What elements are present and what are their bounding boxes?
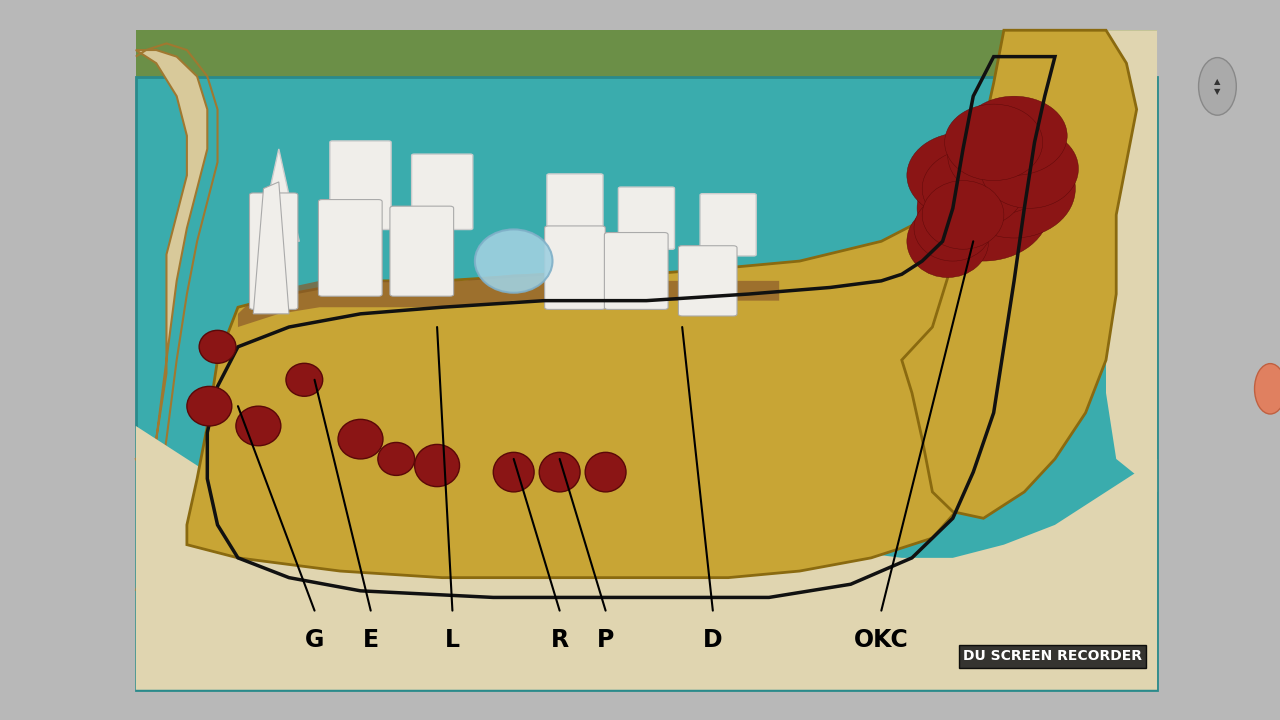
Text: G: G [305, 629, 324, 652]
FancyBboxPatch shape [390, 206, 453, 296]
FancyBboxPatch shape [319, 199, 383, 296]
Ellipse shape [906, 132, 1019, 218]
Text: P: P [596, 629, 614, 652]
Ellipse shape [906, 205, 988, 278]
Text: R: R [550, 629, 568, 652]
FancyBboxPatch shape [330, 141, 392, 230]
Ellipse shape [585, 452, 626, 492]
FancyBboxPatch shape [547, 174, 603, 243]
Ellipse shape [961, 96, 1068, 176]
Ellipse shape [980, 129, 1079, 208]
Text: D: D [703, 629, 723, 652]
Polygon shape [238, 274, 780, 327]
Polygon shape [136, 50, 207, 479]
Ellipse shape [914, 195, 992, 261]
Ellipse shape [952, 139, 1075, 238]
Polygon shape [1055, 30, 1157, 492]
FancyBboxPatch shape [544, 226, 605, 310]
Text: L: L [445, 629, 460, 652]
Polygon shape [259, 149, 300, 241]
Text: ▲
▼: ▲ ▼ [1215, 77, 1221, 96]
Ellipse shape [338, 419, 383, 459]
Text: E: E [362, 629, 379, 652]
Ellipse shape [922, 149, 1024, 228]
Ellipse shape [187, 387, 232, 426]
Ellipse shape [285, 364, 323, 396]
Ellipse shape [200, 330, 236, 364]
Polygon shape [253, 182, 289, 314]
Ellipse shape [539, 452, 580, 492]
Polygon shape [187, 215, 1004, 577]
Ellipse shape [932, 122, 1055, 215]
FancyBboxPatch shape [412, 154, 472, 230]
FancyBboxPatch shape [136, 77, 1157, 690]
FancyBboxPatch shape [700, 194, 756, 256]
Ellipse shape [415, 444, 460, 487]
FancyBboxPatch shape [678, 246, 737, 316]
Ellipse shape [922, 181, 1004, 249]
Ellipse shape [916, 156, 1050, 261]
Text: OKC: OKC [854, 629, 909, 652]
FancyBboxPatch shape [604, 233, 668, 310]
Polygon shape [136, 426, 1157, 690]
Text: DU SCREEN RECORDER: DU SCREEN RECORDER [963, 649, 1142, 663]
Ellipse shape [475, 230, 553, 293]
Ellipse shape [1198, 58, 1236, 115]
FancyBboxPatch shape [250, 193, 298, 310]
Ellipse shape [236, 406, 280, 446]
Ellipse shape [1254, 364, 1280, 414]
Ellipse shape [945, 104, 1043, 181]
Ellipse shape [947, 113, 1060, 199]
Polygon shape [901, 30, 1137, 518]
Ellipse shape [378, 443, 415, 475]
FancyBboxPatch shape [136, 30, 1157, 77]
FancyBboxPatch shape [618, 187, 675, 249]
Ellipse shape [493, 452, 534, 492]
